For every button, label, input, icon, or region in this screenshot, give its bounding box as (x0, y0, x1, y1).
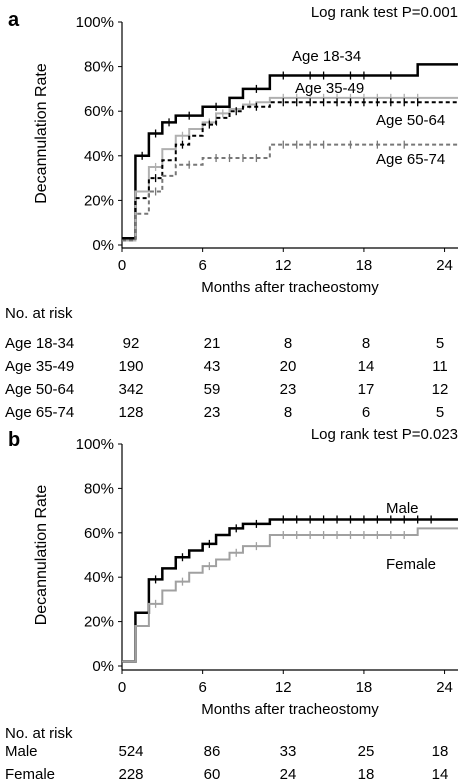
risk-row: Female 228 60 24 18 14 (5, 766, 448, 783)
y-tick-label: 100% (76, 14, 114, 31)
risk-value: 190 (118, 358, 143, 375)
x-tick-label: 12 (275, 679, 292, 696)
y-tick-label: 20% (84, 614, 114, 631)
y-tick-label: 60% (84, 103, 114, 120)
km-curve (122, 518, 458, 663)
series-age-50-64: Age 50-64 (122, 98, 458, 242)
risk-row-label: Male (5, 743, 38, 760)
risk-value: 342 (118, 381, 143, 398)
x-tick-label: 24 (436, 679, 453, 696)
curve-label: Age 65-74 (376, 151, 445, 168)
y-tick-label: 0% (92, 658, 114, 675)
y-axis-label: Decannulation Rate (33, 63, 50, 204)
x-axis-label: Months after tracheostomy (201, 701, 379, 718)
km-curve (122, 143, 458, 242)
curve-label: Age 35-49 (295, 80, 364, 97)
risk-row: Male 524 86 33 25 18 (5, 743, 448, 760)
y-tick-label: 80% (84, 59, 114, 76)
risk-row: Age 18-34 92 21 8 8 5 (5, 335, 444, 352)
series-age-18-34: Age 18-34 (122, 48, 458, 240)
y-axis-label: Decannulation Rate (33, 485, 50, 626)
y-tick-label: 40% (84, 569, 114, 586)
risk-row-label: Age 65-74 (5, 404, 74, 421)
x-tick-label: 18 (356, 257, 373, 274)
risk-value: 21 (204, 335, 221, 352)
curve-label: Female (386, 556, 436, 573)
y-tick-label: 60% (84, 525, 114, 542)
risk-table-title: No. at risk (5, 305, 73, 322)
risk-row-label: Age 18-34 (5, 335, 74, 352)
panel-a: a Log rank test P=0.001 0% 20% 40% 60% 80% 100%… (5, 4, 458, 421)
log-rank-annotation: Log rank test P=0.023 (311, 426, 458, 443)
risk-value: 6 (362, 404, 370, 421)
panel-b: b Log rank test P=0.023 0% 20% 40% 60% 80% 100%… (5, 426, 458, 783)
km-curve (122, 101, 458, 242)
km-curve (122, 63, 458, 240)
series-female: Female (122, 527, 458, 663)
x-axis-label: Months after tracheostomy (201, 279, 379, 296)
risk-value: 128 (118, 404, 143, 421)
x-tick-label: 0 (118, 257, 126, 274)
risk-value: 86 (204, 743, 221, 760)
x-tick-label: 6 (198, 679, 206, 696)
risk-value: 23 (204, 404, 221, 421)
x-tick-label: 6 (198, 257, 206, 274)
risk-value: 25 (358, 743, 375, 760)
y-tick-label: 80% (84, 480, 114, 497)
risk-row-label: Age 50-64 (5, 381, 74, 398)
risk-value: 14 (432, 766, 449, 783)
risk-value: 43 (204, 358, 221, 375)
risk-value: 23 (280, 381, 297, 398)
curve-label: Age 18-34 (292, 48, 361, 65)
risk-row: Age 35-49 190 43 20 14 11 (5, 358, 448, 375)
km-curve (122, 527, 458, 663)
curve-label: Age 50-64 (376, 112, 445, 129)
risk-row-label: Age 35-49 (5, 358, 74, 375)
risk-value: 18 (358, 766, 375, 783)
y-tick-label: 100% (76, 436, 114, 453)
risk-value: 60 (204, 766, 221, 783)
risk-value: 24 (280, 766, 297, 783)
x-tick-label: 0 (118, 679, 126, 696)
risk-table-title: No. at risk (5, 725, 73, 742)
risk-value: 8 (284, 404, 292, 421)
risk-value: 20 (280, 358, 297, 375)
risk-value: 17 (358, 381, 375, 398)
y-tick-label: 40% (84, 148, 114, 165)
risk-row-label: Female (5, 766, 55, 783)
risk-value: 33 (280, 743, 297, 760)
risk-row: Age 50-64 342 59 23 17 12 (5, 381, 448, 398)
risk-value: 5 (436, 404, 444, 421)
risk-value: 8 (362, 335, 370, 352)
risk-value: 11 (432, 358, 448, 375)
panel-label: a (8, 9, 20, 31)
risk-value: 18 (432, 743, 449, 760)
risk-row: Age 65-74 128 23 8 6 5 (5, 404, 444, 421)
curve-label: Male (386, 500, 419, 517)
risk-value: 524 (118, 743, 143, 760)
risk-value: 8 (284, 335, 292, 352)
series-age-65-74: Age 65-74 (122, 140, 458, 242)
panel-label: b (8, 429, 20, 451)
x-tick-label: 24 (436, 257, 453, 274)
x-tick-label: 18 (356, 679, 373, 696)
x-tick-label: 12 (275, 257, 292, 274)
risk-value: 5 (436, 335, 444, 352)
risk-value: 228 (118, 766, 143, 783)
log-rank-annotation: Log rank test P=0.001 (311, 4, 458, 21)
series-male: Male (122, 500, 458, 663)
y-tick-label: 20% (84, 192, 114, 209)
risk-value: 14 (358, 358, 375, 375)
risk-value: 12 (432, 381, 449, 398)
risk-value: 92 (123, 335, 140, 352)
y-tick-label: 0% (92, 237, 114, 254)
risk-value: 59 (204, 381, 221, 398)
